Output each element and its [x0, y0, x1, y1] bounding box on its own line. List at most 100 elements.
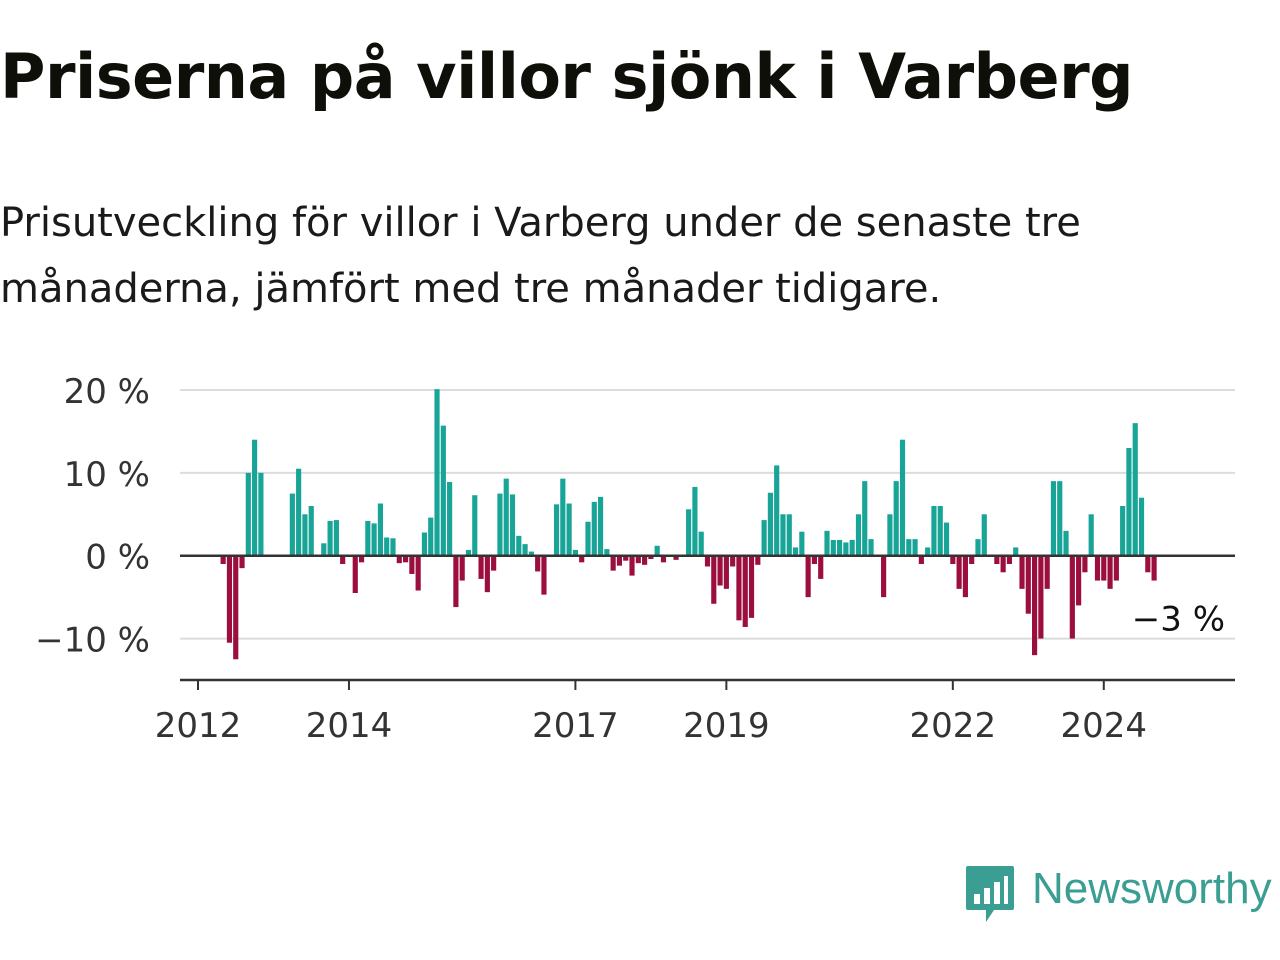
bar	[522, 544, 528, 556]
bar	[736, 555, 742, 621]
bar	[252, 439, 258, 556]
bar	[572, 549, 578, 556]
bar	[233, 555, 239, 660]
bar	[497, 493, 503, 556]
chart-title: Priserna på villor sjönk i Varberg	[0, 40, 1134, 113]
bar	[535, 555, 541, 572]
bar	[340, 555, 346, 564]
bar	[767, 492, 773, 556]
bar	[1050, 481, 1057, 556]
bar	[226, 555, 233, 643]
bar	[906, 539, 912, 556]
bar	[1088, 514, 1094, 556]
bar	[289, 493, 295, 556]
bar	[660, 555, 667, 563]
bar	[365, 520, 371, 556]
bar	[459, 555, 465, 581]
bar	[371, 523, 377, 556]
bar	[447, 481, 453, 556]
bar	[484, 555, 490, 593]
bar	[296, 468, 302, 556]
bar	[717, 555, 723, 586]
bar	[673, 555, 679, 560]
bar	[390, 538, 396, 556]
bar	[1019, 555, 1025, 589]
bar	[786, 514, 792, 556]
bar	[421, 532, 428, 556]
bar	[384, 537, 390, 556]
bar	[1013, 547, 1019, 556]
bar	[1082, 555, 1088, 573]
x-tick-label: 2022	[910, 706, 997, 746]
bar	[1126, 448, 1132, 556]
bar	[478, 555, 484, 579]
bar	[698, 531, 704, 556]
bar	[610, 555, 616, 571]
bar	[1145, 555, 1151, 573]
x-tick-label: 2014	[306, 706, 393, 746]
bar	[1120, 506, 1126, 556]
bar	[755, 555, 761, 565]
bar	[503, 478, 509, 556]
bar	[975, 539, 981, 556]
bar	[579, 555, 585, 563]
bar	[969, 555, 975, 564]
bar	[415, 555, 421, 591]
bar	[1094, 555, 1101, 581]
chart-subtitle: Prisutveckling för villor i Varberg unde…	[0, 200, 1081, 312]
bar	[937, 506, 943, 556]
bar	[774, 465, 780, 556]
bar	[585, 521, 591, 556]
bar	[434, 389, 440, 556]
bar	[1132, 423, 1138, 556]
bar	[428, 517, 434, 556]
bar	[994, 555, 1000, 564]
bar	[560, 478, 566, 556]
bar	[792, 547, 799, 556]
bar	[748, 555, 755, 618]
bar	[648, 555, 654, 560]
bar	[1038, 555, 1044, 639]
y-tick-label: −10 %	[35, 621, 150, 661]
bar	[509, 494, 516, 556]
bar	[472, 495, 478, 556]
newsworthy-logo: Newsworthy	[964, 862, 1274, 924]
bar	[849, 539, 855, 556]
bar	[258, 472, 264, 556]
x-tick-label: 2017	[532, 706, 619, 746]
bar	[440, 425, 446, 556]
bar	[730, 555, 736, 567]
bar	[711, 555, 717, 604]
bar	[1076, 555, 1082, 606]
bar	[843, 542, 849, 556]
bar	[981, 514, 987, 556]
bar	[1069, 555, 1075, 639]
bar	[239, 555, 245, 569]
y-tick-label: 10 %	[64, 455, 150, 495]
bar-chart: 20 % 10 % 0 % −10 % −3 % 2012 2014 2017 2019 2022…	[35, 372, 1235, 746]
bar	[805, 555, 811, 598]
bar	[245, 472, 251, 556]
bar	[516, 535, 522, 556]
bar	[837, 539, 843, 556]
bar	[604, 549, 610, 556]
bar	[950, 555, 956, 564]
bar	[692, 486, 698, 556]
bar	[597, 496, 604, 556]
bar	[396, 555, 402, 564]
bar	[1044, 555, 1050, 589]
bar	[899, 439, 906, 556]
bar	[302, 514, 308, 556]
bar	[635, 555, 641, 564]
bar	[541, 555, 547, 595]
bar	[686, 509, 692, 556]
bar	[553, 504, 560, 556]
bar	[868, 539, 874, 556]
bar	[925, 547, 931, 556]
bar	[912, 539, 918, 556]
bar	[1101, 555, 1107, 581]
x-tick-label: 2024	[1061, 706, 1148, 746]
bar	[824, 530, 830, 556]
bar	[1032, 555, 1038, 656]
bar	[566, 503, 572, 556]
